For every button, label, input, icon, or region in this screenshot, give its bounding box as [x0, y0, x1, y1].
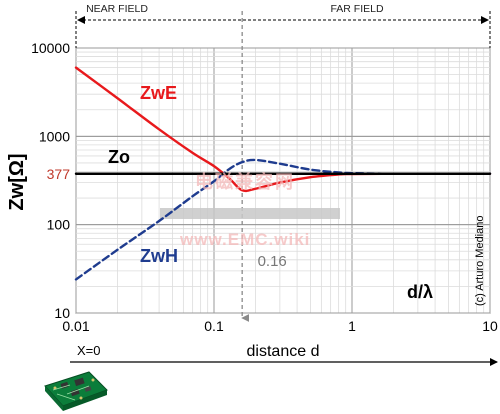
y-tick-label: 1000 [39, 128, 70, 144]
series-group [74, 66, 492, 281]
x-tick-label: 0.1 [204, 318, 224, 334]
copyright-text: (c) Arturo Mediano [474, 216, 486, 306]
plot-area [75, 47, 491, 314]
series-label-zwe: ZwE [140, 83, 177, 103]
region-label-far-field: FAR FIELD [330, 3, 384, 15]
x-zero-label: X=0 [77, 343, 101, 358]
series-label-zo: Zo [108, 147, 130, 167]
distance-label: distance d [247, 343, 320, 360]
y-tick-label: 10 [54, 305, 70, 321]
circuit-board-icon [44, 371, 108, 411]
crossover-label: 0.16 [258, 253, 287, 270]
y-tick-labels: 10 100 1000 10000 [31, 40, 70, 321]
x-tick-label: 0.01 [62, 318, 89, 334]
crossover-band [160, 208, 340, 219]
x-tick-label: 10 [482, 318, 498, 334]
x-tick-labels: 0.01 0.1 1 10 [62, 318, 498, 334]
y-tick-label: 100 [47, 217, 71, 233]
y-tick-label: 10000 [31, 40, 70, 56]
x-tick-label: 1 [348, 318, 356, 334]
grid-lines [75, 47, 491, 314]
zo-value-tick-label: 377 [47, 166, 71, 182]
y-axis-label: Zw[Ω] [6, 153, 28, 210]
region-label-near-field: NEAR FIELD [86, 3, 148, 15]
x-axis-ratio-label: d/λ [407, 282, 433, 302]
series-label-zwh: ZwH [140, 246, 178, 266]
